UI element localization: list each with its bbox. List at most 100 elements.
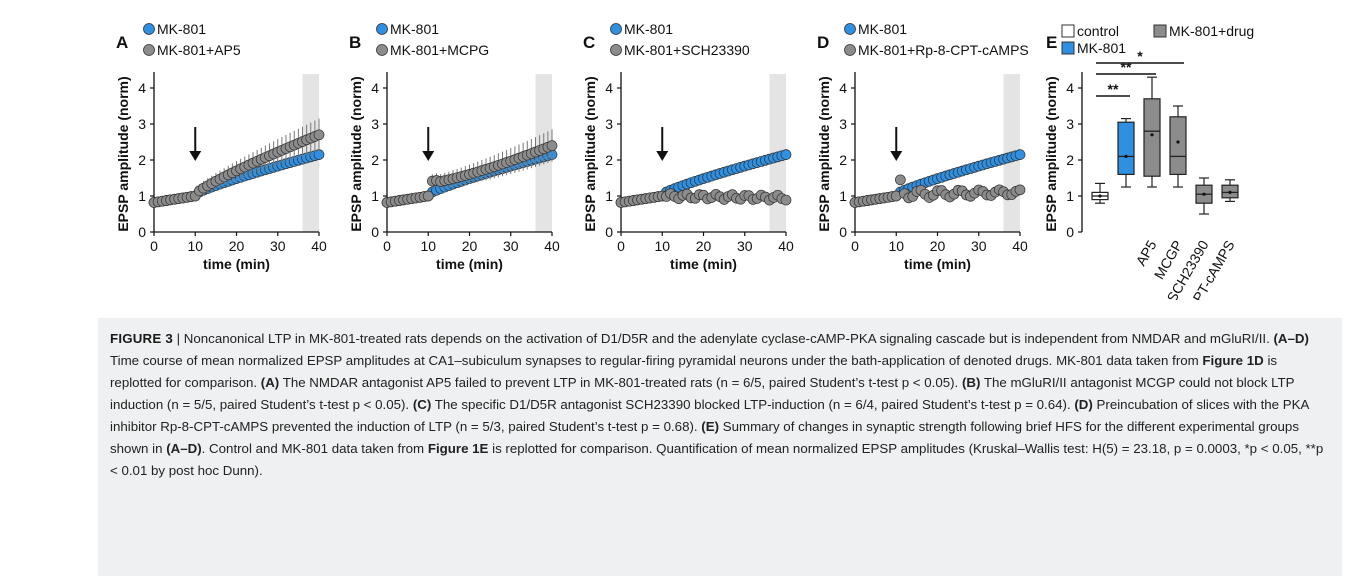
panel-e-legend-swatch	[1061, 24, 1075, 38]
panel-d-hfs-arrow-head	[890, 151, 903, 161]
panel-a-x-tick-label: 30	[270, 238, 286, 254]
panel-e-legend-label: MK-801	[1077, 40, 1126, 56]
panel-b-legend-marker	[376, 44, 388, 56]
panel-e-mean-marker	[1202, 192, 1206, 196]
panel-b-x-tick-label: 40	[544, 238, 560, 254]
panel-c-x-tick-label: 20	[696, 238, 712, 254]
panel-b-legend-label: MK-801+MCPG	[390, 42, 489, 58]
panel-d-data-point	[895, 174, 906, 186]
panel-e-y-tick-label: 4	[1066, 80, 1074, 96]
panel-b-y-tick-label: 2	[371, 152, 379, 168]
panel-a-x-tick-label: 0	[150, 238, 158, 254]
panel-e-y-tick-label: 3	[1066, 116, 1074, 132]
caption-ref-ad-2: (A–D)	[166, 441, 202, 456]
panel-e-legend-swatch	[1061, 41, 1075, 55]
panel-d-data-point	[1014, 149, 1026, 160]
panel-c-x-tick-label: 10	[654, 238, 670, 254]
panel-b-data-point	[546, 140, 558, 151]
panel-b-x-tick-label: 0	[383, 238, 391, 254]
panel-a-legend-label: MK-801+AP5	[157, 42, 241, 58]
panel-c-y-tick-label: 3	[605, 116, 613, 132]
panel-b-x-tick-label: 10	[420, 238, 436, 254]
panel-d-x-tick-label: 10	[888, 238, 904, 254]
caption-separator: |	[172, 331, 184, 346]
panel-e-y-tick-label: 1	[1066, 188, 1074, 204]
panel-c-data-point	[780, 149, 792, 160]
panel-d-legend-marker	[844, 23, 856, 35]
panel-a-y-tick-label: 0	[138, 224, 146, 240]
panel-a-hfs-arrow-head	[189, 151, 202, 161]
panel-a-letter: A	[116, 33, 128, 52]
panel-c-y-tick-label: 0	[605, 224, 613, 240]
panel-b-y-tick-label: 3	[371, 116, 379, 132]
panel-e-significance-label: **	[1121, 59, 1132, 75]
panel-c-x-axis-label: time (min)	[670, 256, 737, 272]
panel-a-y-tick-label: 3	[138, 116, 146, 132]
panel-c-legend-label: MK-801	[624, 21, 673, 37]
caption-figure-label: FIGURE 3	[110, 331, 173, 346]
caption-fig1d-link[interactable]: Figure 1D	[1202, 353, 1264, 368]
panel-c-data-point	[780, 194, 792, 206]
panel-a-x-tick-label: 40	[311, 238, 327, 254]
panel-e-box	[1143, 98, 1161, 177]
panel-a-x-tick-label: 10	[187, 238, 203, 254]
panel-b-hfs-arrow-head	[422, 151, 435, 161]
panel-e-significance-label: **	[1108, 81, 1119, 97]
caption-text-replot: is replotted for comparison.	[110, 353, 1278, 390]
panel-d-x-axis-label: time (min)	[904, 256, 971, 272]
panel-a-data-point	[313, 129, 325, 141]
panel-a-y-axis-label: EPSP amplitude (norm)	[115, 76, 131, 231]
panel-e-mean-marker	[1176, 140, 1180, 144]
caption-ref-e: (E)	[701, 419, 720, 434]
caption-ref-d: (D)	[1074, 397, 1093, 412]
panel-c-legend-label: MK-801+SCH23390	[624, 42, 750, 58]
panel-e-significance-label: *	[1137, 48, 1143, 64]
panel-e-y-axis-label: EPSP amplitude (norm)	[1043, 76, 1059, 231]
panel-b-legend-label: MK-801	[390, 21, 439, 37]
panel-c-y-axis-label: EPSP amplitude (norm)	[582, 76, 598, 231]
panel-e-box	[1117, 121, 1135, 175]
panel-e-mean-marker	[1098, 194, 1102, 198]
panel-b-x-tick-label: 20	[462, 238, 478, 254]
panel-c-x-tick-label: 0	[617, 238, 625, 254]
caption-text-a: The NMDAR antagonist AP5 failed to preve…	[279, 375, 962, 390]
panel-a-data-point	[313, 149, 325, 160]
caption-text-ad: Time course of mean normalized EPSP ampl…	[110, 353, 1203, 368]
panel-b-y-tick-label: 0	[371, 224, 379, 240]
panel-d-y-tick-label: 3	[839, 116, 847, 132]
panel-c-legend-marker	[610, 23, 622, 35]
panel-d-y-tick-label: 0	[839, 224, 847, 240]
caption-fig1e-link[interactable]: Figure 1E	[427, 441, 489, 456]
panel-a-legend-marker	[143, 23, 155, 35]
panel-a-x-axis-label: time (min)	[203, 256, 270, 272]
panel-c-y-tick-label: 2	[605, 152, 613, 168]
panel-e-letter: E	[1046, 33, 1057, 52]
caption-ref-c: (C)	[412, 397, 432, 412]
panel-c-y-tick-label: 1	[605, 188, 613, 204]
panel-d-y-axis-label: EPSP amplitude (norm)	[816, 76, 832, 231]
panel-a-legend-label: MK-801	[157, 21, 206, 37]
panel-e-legend-swatch	[1153, 24, 1167, 38]
panel-b-data-point	[422, 190, 434, 202]
panel-b-x-axis-label: time (min)	[436, 256, 503, 272]
panel-d-y-tick-label: 4	[839, 80, 847, 96]
panel-d-data-point	[1014, 184, 1026, 196]
panel-e-y-tick-label: 0	[1066, 224, 1074, 240]
figure-caption: FIGURE 3 | Noncanonical LTP in MK-801-tr…	[98, 318, 1342, 576]
caption-summary: Noncanonical LTP in MK-801-treated rats …	[183, 331, 1274, 346]
panel-d-legend-label: MK-801+Rp-8-CPT-cAMPS	[858, 42, 1029, 58]
panel-d-x-tick-label: 40	[1012, 238, 1028, 254]
panel-a-y-tick-label: 4	[138, 80, 146, 96]
panel-e-mean-marker	[1228, 190, 1232, 194]
caption-text-e: Summary of changes in synaptic strength …	[110, 419, 1299, 456]
panel-b-y-tick-label: 4	[371, 80, 379, 96]
panel-e-legend-label: MK-801+drug	[1169, 23, 1254, 39]
caption-ref-a: (A)	[260, 375, 280, 390]
panel-d-x-tick-label: 20	[930, 238, 946, 254]
caption-ref-b: (B)	[961, 375, 981, 390]
panel-e-mean-marker	[1150, 133, 1154, 137]
caption-text-d: Preincubation of slices with the PKA inh…	[110, 397, 1309, 434]
panel-c-x-tick-label: 40	[778, 238, 794, 254]
panel-a-x-tick-label: 20	[229, 238, 245, 254]
